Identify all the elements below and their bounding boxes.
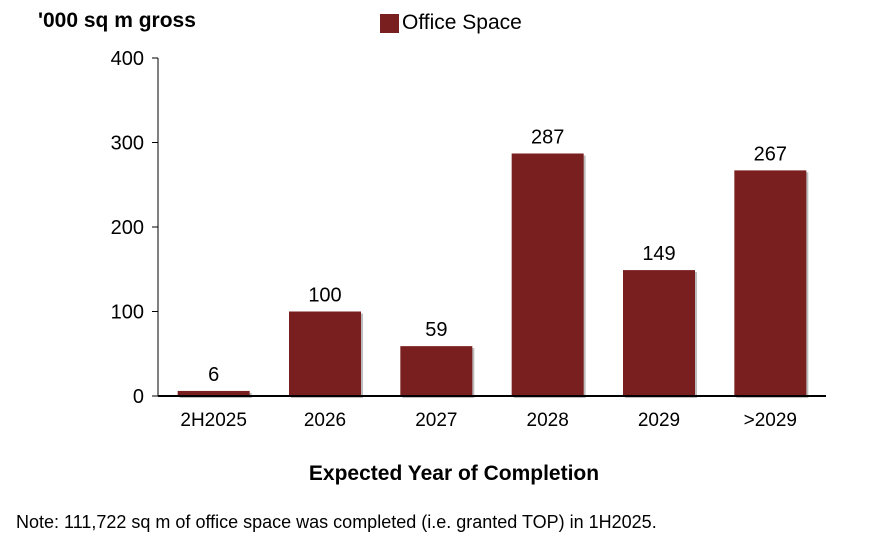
data-label-2: 59 xyxy=(425,319,447,341)
data-label-4: 149 xyxy=(642,243,675,265)
legend-label: Office Space xyxy=(402,11,522,34)
data-label-0: 6 xyxy=(208,364,219,386)
y-tick-label-2: 200 xyxy=(111,217,144,239)
x-tick-label-5: >2029 xyxy=(744,410,797,431)
data-label-5: 267 xyxy=(754,143,787,165)
y-tick-label-3: 300 xyxy=(111,133,144,155)
legend-swatch xyxy=(380,13,399,33)
y-tick-label-0: 0 xyxy=(133,386,144,408)
x-tick-label-3: 2028 xyxy=(527,410,569,431)
data-label-3: 287 xyxy=(531,126,564,148)
bar-4 xyxy=(623,270,695,396)
x-tick-label-0: 2H2025 xyxy=(180,410,247,431)
footnote: Note: 111,722 sq m of office space was c… xyxy=(16,512,657,532)
data-label-1: 100 xyxy=(308,285,341,307)
bar-3 xyxy=(511,153,584,396)
x-tick-label-4: 2029 xyxy=(638,410,680,431)
bar-0 xyxy=(177,390,250,396)
y-axis-title: '000 sq m gross xyxy=(38,9,196,32)
legend: Office Space xyxy=(380,11,522,35)
bar-5 xyxy=(734,170,807,396)
x-axis-title: Expected Year of Completion xyxy=(308,462,600,485)
bar-2 xyxy=(400,346,473,396)
x-tick-label-1: 2026 xyxy=(304,410,346,431)
y-tick-label-1: 100 xyxy=(111,302,144,324)
x-tick-label-2: 2027 xyxy=(415,410,457,431)
y-tick-label-4: 400 xyxy=(111,48,144,70)
bar-chart: 0 100 200 300 400 6 2H2025 100 2026 59 2027 287 2028… xyxy=(111,48,826,431)
bar-1 xyxy=(289,311,361,396)
